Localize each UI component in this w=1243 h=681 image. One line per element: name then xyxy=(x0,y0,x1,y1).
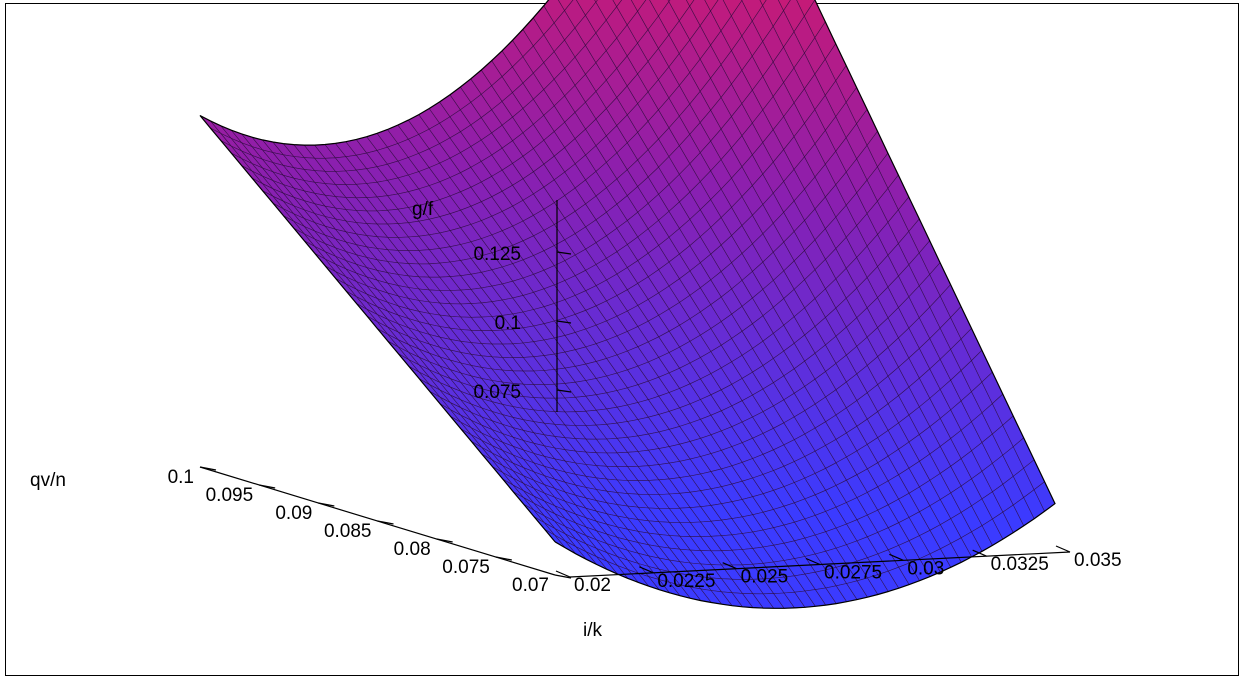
z-axis-title: g/f xyxy=(412,199,434,220)
axes: 0.02 0.0225 0.025 0.0275 0.03 0.0325 0.035 0.07… xyxy=(168,200,1122,596)
x-tick-label: 0.0225 xyxy=(657,571,715,592)
surface-facet xyxy=(777,0,791,12)
y-tick xyxy=(554,574,572,579)
x-tick xyxy=(639,566,654,574)
x-tick-label: 0.0325 xyxy=(991,554,1049,575)
z-tick xyxy=(556,389,572,393)
surface-mesh xyxy=(199,0,1056,609)
y-tick-label: 0.095 xyxy=(206,485,254,506)
surface-facet xyxy=(612,0,623,8)
y-tick xyxy=(318,502,335,507)
y-tick xyxy=(495,556,512,561)
y-tick xyxy=(199,466,217,471)
x-tick xyxy=(555,570,571,578)
y-axis-title: qv/n xyxy=(30,470,66,491)
y-tick-label: 0.08 xyxy=(394,539,431,560)
x-tick xyxy=(972,549,987,557)
x-tick-label: 0.035 xyxy=(1074,550,1122,571)
x-tick xyxy=(722,562,737,570)
x-tick-label: 0.03 xyxy=(907,558,944,579)
y-tick-label: 0.085 xyxy=(324,521,372,542)
y-tick-label: 0.07 xyxy=(512,575,549,596)
x-tick xyxy=(805,557,821,566)
x-tick-label: 0.025 xyxy=(741,567,789,588)
z-tick xyxy=(556,320,572,324)
y-tick xyxy=(436,538,453,543)
y-tick-label: 0.09 xyxy=(275,503,312,524)
z-tick xyxy=(556,251,572,255)
z-tick-label: 0.1 xyxy=(495,313,521,334)
y-tick-label: 0.1 xyxy=(168,467,194,488)
y-tick-label: 0.075 xyxy=(442,557,490,578)
x-tick xyxy=(1055,545,1071,553)
surface-facet xyxy=(686,0,695,7)
y-tick xyxy=(377,520,394,525)
surface-outline xyxy=(199,0,1056,609)
z-tick-label: 0.125 xyxy=(473,244,521,265)
x-axis-title: i/k xyxy=(583,620,603,641)
x-tick xyxy=(889,553,904,561)
x-tick-label: 0.02 xyxy=(574,575,611,596)
x-tick-label: 0.0275 xyxy=(824,563,882,584)
surface-facet xyxy=(759,0,767,7)
z-tick-label: 0.075 xyxy=(473,382,521,403)
y-tick xyxy=(259,484,276,489)
